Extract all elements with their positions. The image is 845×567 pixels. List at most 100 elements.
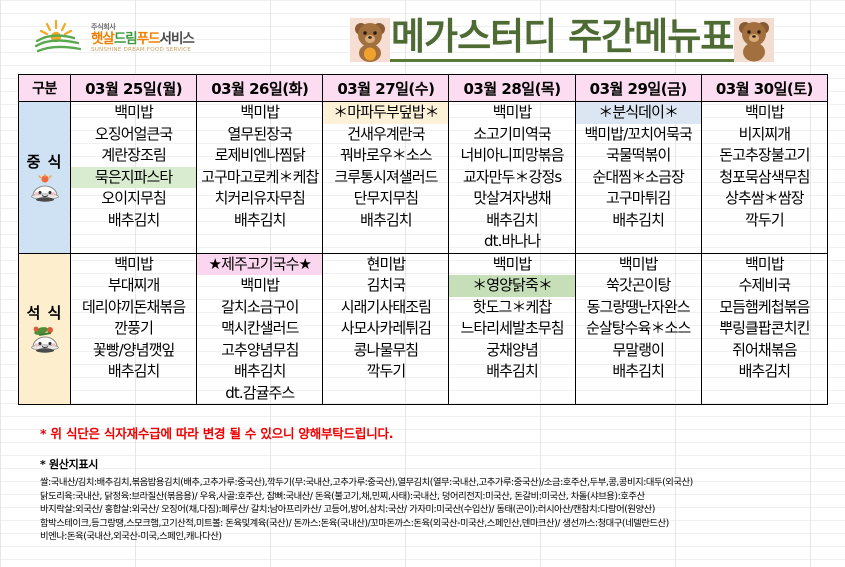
dish-item: 배추김치 [612, 210, 665, 229]
dish-item: dt.감귤주스 [225, 383, 295, 402]
dish-item: 백미밥 [492, 254, 533, 273]
dish-item: 백미밥 [114, 103, 154, 121]
dish-item: 꿔바로우＊소스 [340, 146, 432, 164]
dish-item: 깍두기 [366, 362, 407, 380]
dish-item: ★제주고기국수★ [197, 253, 323, 275]
dish-item: 부대찌개 [107, 276, 161, 294]
dish-item: 꽃빵/양념깻잎 [92, 340, 175, 359]
lunch-dome-icon [28, 173, 62, 204]
dish-item: 백미밥 [745, 254, 785, 273]
dish-item: 청포묵삼색무침 [719, 167, 810, 186]
company-name: 햇살드림푸드서비스 [91, 30, 195, 47]
header-cell-mon: 03월 25일(월) [70, 74, 198, 102]
dish-item: 맥시칸샐러드 [221, 319, 299, 337]
dish-item: 교자만두＊강정s [462, 167, 562, 186]
table-body: 중 식 백미밥오징어얼큰국계란장조림묵은지파스타오이지무침배추김치.백미밥열무된… [17, 101, 829, 405]
change-notice: * 위 식단은 식자재수급에 따라 변경 될 수 있으니 양해부탁드립니다. [40, 426, 394, 441]
dish-item: 건새우계란국 [347, 124, 425, 143]
company-logo-text: 주식회사 햇살드림푸드서비스 SUNSHINE DREAM FOOD SERVI… [91, 22, 195, 54]
dish-item: 깐풍기 [114, 319, 154, 337]
company-name-part1: 햇살 [91, 30, 115, 47]
dish-item: 시래기사태조림 [340, 297, 432, 316]
dish-item: 백미밥 [240, 103, 280, 121]
weekly-menu-table: 구분 03월 25일(월) 03월 26일(화) 03월 27일(수) 03월 … [17, 74, 829, 405]
dish-item: 배추김치 [486, 210, 539, 229]
dish-item: 고구마튀김 [605, 189, 671, 207]
origin-lines: 쌀:국내산/김치:배추김치,볶음밥용김치(배추,고추가루:중국산),깍두기(무:… [40, 476, 840, 544]
origin-line: 쌀:국내산/김치:배추김치,볶음밥용김치(배추,고추가루:중국산),깍두기(무:… [40, 477, 693, 488]
dish-item: 배추김치 [107, 362, 161, 380]
origin-block: * 원산지표시 쌀:국내산/김치:배추김치,볶음밥용김치(배추,고추가루:중국산… [40, 456, 840, 544]
dish-item: 백미밥 [745, 103, 785, 121]
dish-item: 무말랭이 [612, 340, 665, 359]
menu-cell[interactable]: 백미밥 소고기미역국 너비아니피망볶음 교자만두＊강정s 맛살겨자냉채 배추김치 dt.바나… [448, 101, 576, 254]
dish-item: 순살탕수육＊소스 [585, 319, 691, 337]
dish-item: ＊분식데이＊ [575, 102, 701, 124]
dish-item: 단무지무침 [353, 189, 419, 207]
dish-item: 뿌링클팝콘치킨 [719, 319, 810, 337]
dish-item: ＊영양닭죽＊ [449, 275, 575, 297]
table-row: 석 식 백미밥부대찌개데리야끼돈채볶음깐풍기꽃빵/양념깻잎배추김치.★제주고기국… [17, 252, 829, 405]
dish-item: 갈치소금구이 [221, 297, 299, 316]
dish-item: 열무된장국 [227, 124, 293, 143]
origin-line: 바지락살:외국산/ 홍합살:외국산/ 오징어(채,다짐):페루산/ 갈치:남아프… [40, 504, 655, 515]
origin-line: 함박스테이크,등그랑땡,스모크햄,고기산적,미트볼: 돈육및계육(국산)/ 돈까… [40, 517, 669, 529]
dish-item: ＊마파두부덮밥＊ [323, 102, 449, 124]
company-tagline: SUNSHINE DREAM FOOD SERVICE [91, 47, 191, 54]
dish-item: 순대찜＊소금장 [592, 167, 684, 186]
dish-list: ★제주고기국수★ 백미밥 갈치소금구이 맥시칸샐러드 고추양념무침 배추김치 dt.감귤주스 [197, 253, 323, 405]
dish-item: 상추쌈＊쌈장 [725, 189, 805, 207]
dish-item: 비지찌개 [738, 124, 792, 143]
company-name-part4: 서비스 [159, 30, 195, 47]
dish-item: 배추김치 [107, 210, 161, 229]
dish-item: 맛살겨자냉채 [473, 189, 551, 207]
dish-item: 쥐어채볶음 [732, 340, 797, 359]
division-cell-lunch: 중 식 [17, 101, 72, 254]
dish-item: 동그랑땡난자완스 [586, 297, 691, 316]
division-label: 중 식 [26, 152, 63, 171]
page-title: 메가스터디 주간메뉴표 [390, 17, 734, 62]
title-block: 메가스터디 주간메뉴표 [350, 14, 820, 66]
menu-cell[interactable]: ★제주고기국수★ 백미밥 갈치소금구이 맥시칸샐러드 고추양념무침 배추김치 dt.감귤주스 [196, 252, 324, 405]
header-cell-division: 구분 [17, 74, 72, 102]
company-name-part2: 드림 [113, 30, 138, 47]
dish-item: 묵은지파스타 [71, 166, 197, 188]
origin-line: 닭도리육:국내산, 닭정육:브라질산(볶음용)/ 우육,사골:호주산, 잡뼈:국… [40, 490, 645, 502]
dish-item: 배추김치 [233, 362, 287, 380]
dish-item: 배추김치 [360, 210, 413, 229]
header-cell-thu: 03월 28일(목) [448, 74, 576, 102]
dish-item: 고추양념무침 [221, 340, 299, 359]
dish-item: 사모사카레튀김 [340, 319, 432, 337]
bear-right-icon [734, 18, 775, 62]
dish-item: 너비아니피망볶음 [460, 146, 564, 164]
company-logo: 주식회사 햇살드림푸드서비스 SUNSHINE DREAM FOOD SERVI… [34, 16, 224, 60]
dish-item: 배추김치 [233, 210, 287, 229]
dish-item: 모듬햄케첩볶음 [719, 297, 810, 316]
dish-item: dt.바나나 [483, 232, 541, 250]
header-cell-wed: 03월 27일(수) [322, 74, 450, 102]
dish-item: 소고기미역국 [473, 124, 551, 143]
table-header-row: 구분 03월 25일(월) 03월 26일(화) 03월 27일(수) 03월 … [17, 74, 829, 102]
dish-item: 백미밥 [114, 254, 154, 273]
dish-item: 돈고추장불고기 [719, 146, 810, 164]
dish-item: 배추김치 [612, 362, 665, 380]
dish-item: 오징어얼큰국 [94, 124, 173, 143]
company-name-part3: 푸드 [136, 30, 161, 47]
dish-item: 계란장조림 [101, 146, 166, 164]
